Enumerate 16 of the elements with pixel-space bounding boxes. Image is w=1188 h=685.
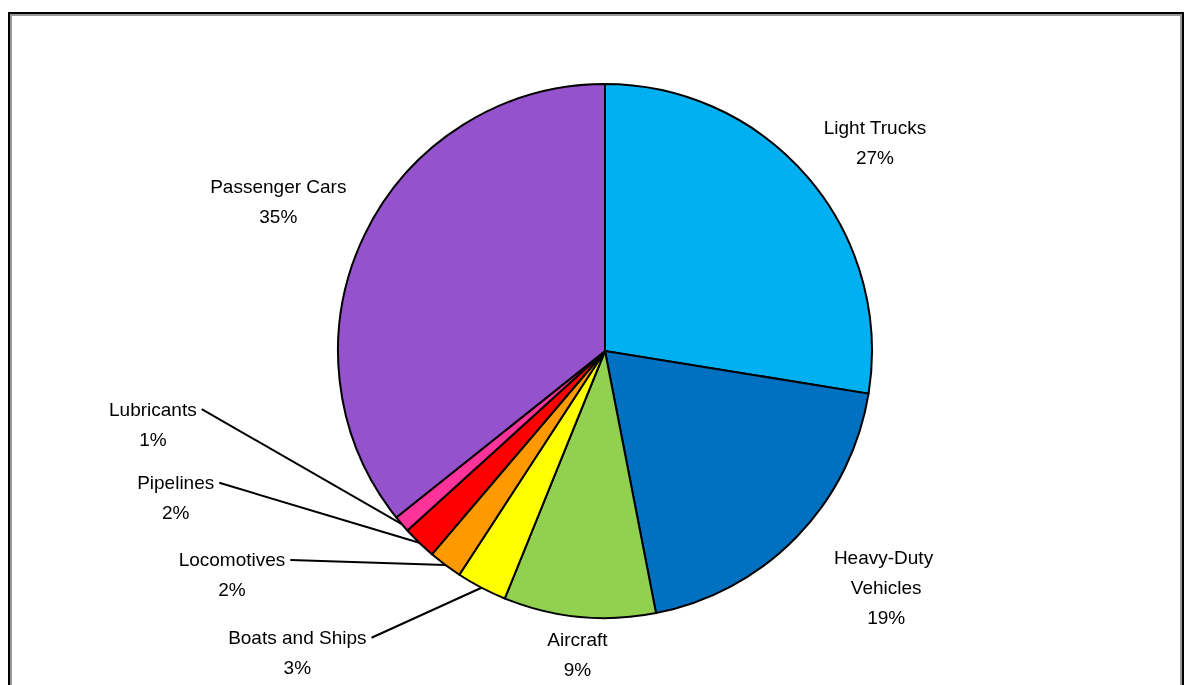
- slice-label: Passenger Cars: [210, 176, 347, 198]
- data-label: 2%: [161, 502, 190, 524]
- slice-label: Heavy-Duty Vehicles: [833, 546, 939, 598]
- slice-label: Aircraft: [547, 629, 609, 651]
- slice-label: Lubricants: [109, 398, 197, 420]
- data-label: 1%: [139, 428, 167, 450]
- data-label: 3%: [283, 657, 312, 679]
- slice-label: Pipelines: [137, 472, 215, 494]
- data-label: 9%: [563, 659, 592, 681]
- slice-label: Light Trucks: [823, 117, 927, 139]
- data-label: 35%: [259, 206, 298, 228]
- slice-label: Locomotives: [178, 549, 286, 571]
- data-label: 2%: [218, 579, 246, 601]
- slice-label: Boats and Ships: [228, 627, 367, 649]
- data-label: 19%: [867, 606, 906, 628]
- data-label: 27%: [855, 147, 895, 169]
